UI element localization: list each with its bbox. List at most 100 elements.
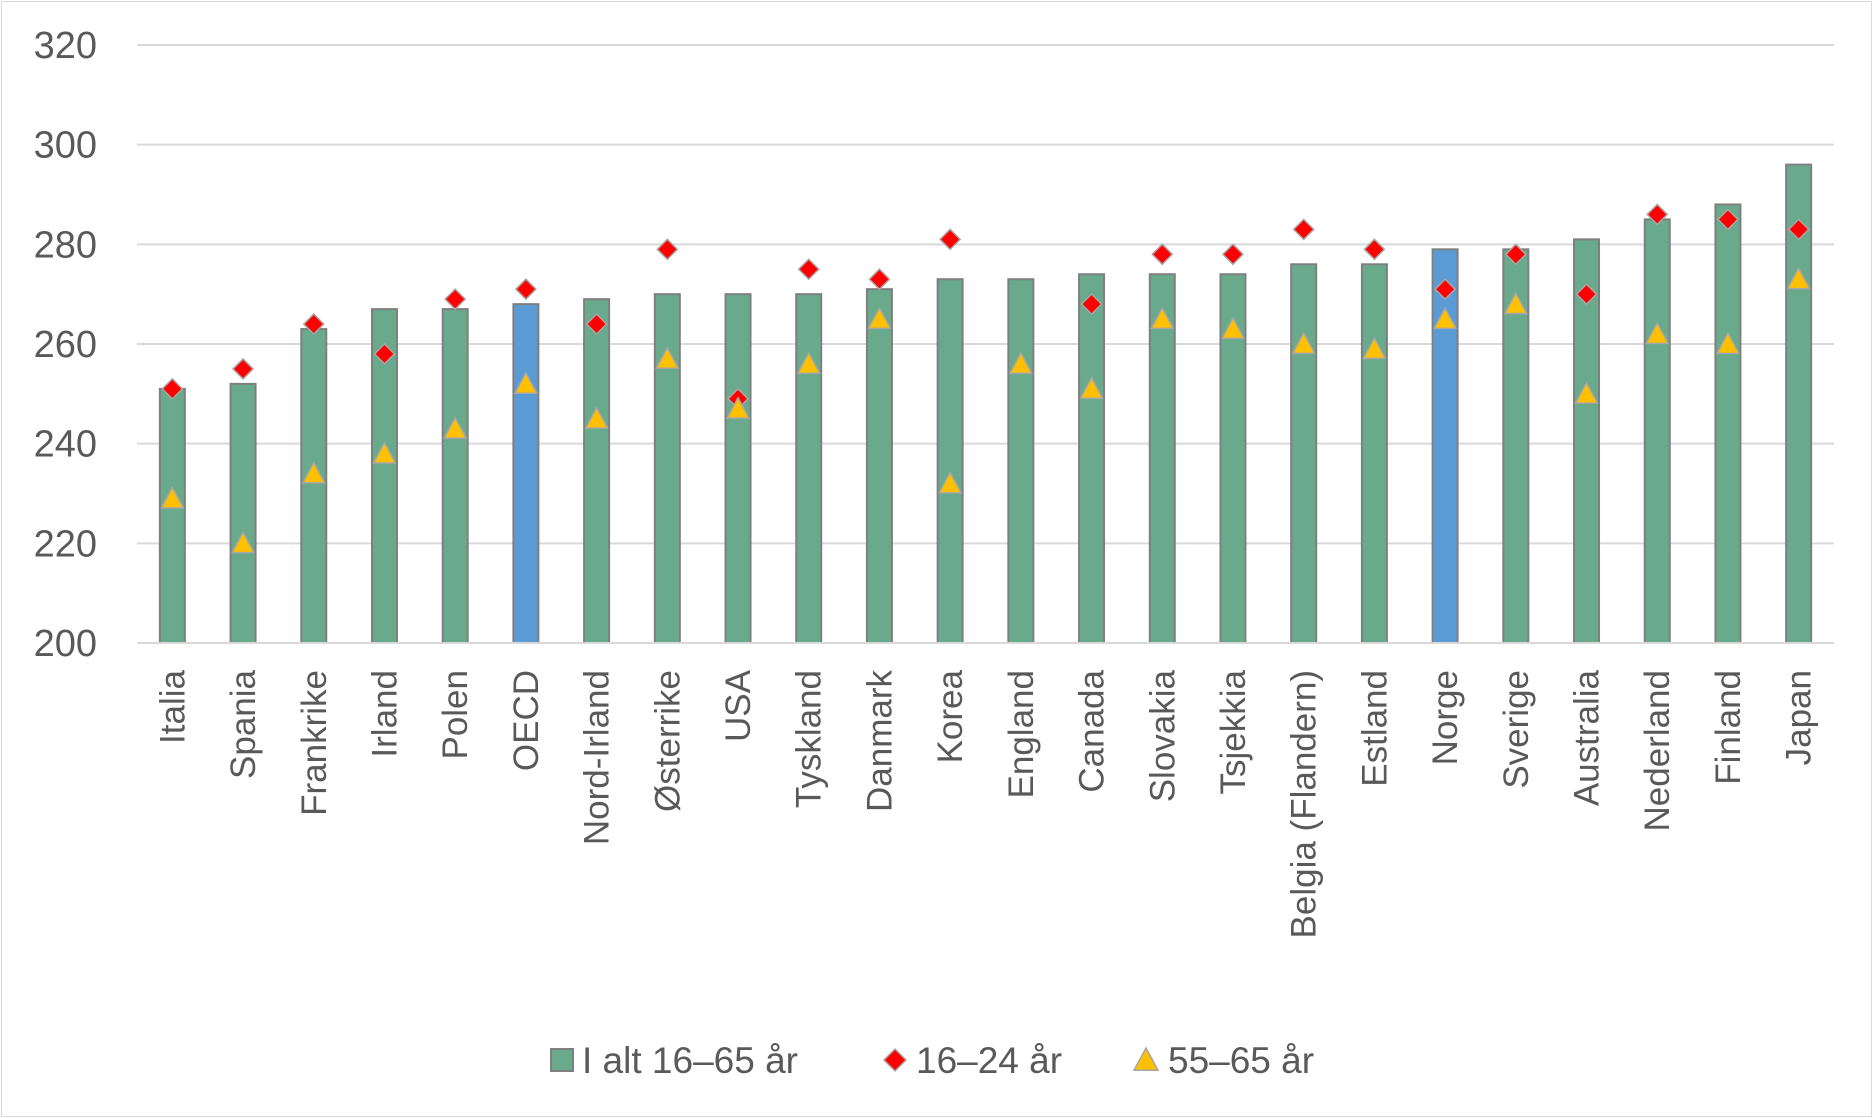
category-label: Nederland [1638, 670, 1677, 832]
y-tick-label: 220 [34, 523, 97, 565]
bar [1643, 218, 1671, 645]
marker-triangle [655, 346, 680, 370]
category-label: Polen [436, 670, 475, 760]
marker-diamond [1221, 243, 1245, 266]
marker-diamond [232, 357, 255, 380]
bar [1573, 238, 1601, 644]
category-label: Australia [1568, 669, 1607, 806]
marker-diamond [302, 313, 325, 336]
bar [1290, 263, 1318, 644]
legend-swatch-diamond [882, 1047, 908, 1073]
marker-diamond [514, 278, 537, 301]
marker-diamond [161, 377, 184, 400]
marker-diamond [373, 342, 396, 366]
bar [865, 288, 893, 644]
category-label: Østerrike [648, 670, 687, 812]
marker-triangle [513, 371, 539, 394]
category-label: Korea [931, 669, 970, 763]
category-label: Sverige [1497, 670, 1536, 789]
legend-item-young: 16–24 år [882, 1040, 1062, 1081]
legend: I alt 16–65 år 16–24 år 55–65 år [550, 1040, 1314, 1081]
bar [158, 387, 186, 644]
markers [160, 203, 1811, 554]
legend-swatch-triangle [1132, 1046, 1160, 1071]
marker-triangle [1362, 336, 1387, 360]
gridlines [137, 44, 1834, 545]
y-axis-ticks: 200 220 240 260 280 300 320 [34, 25, 97, 665]
bar [1714, 203, 1742, 644]
bars [158, 163, 1813, 645]
bar [1360, 263, 1388, 644]
category-label: Tyskland [790, 670, 829, 808]
marker-diamond [1080, 293, 1103, 316]
legend-swatch-bar [550, 1048, 574, 1072]
marker-triangle [867, 306, 892, 330]
bar [1785, 163, 1813, 644]
y-tick-label: 280 [34, 224, 97, 266]
bar [795, 293, 823, 644]
marker-triangle [1150, 306, 1175, 330]
category-labels: Italia Spania Frankrike Irland Polen OECD Nord… [153, 669, 1818, 938]
marker-triangle [1503, 291, 1529, 315]
marker-triangle [725, 396, 751, 419]
y-tick-label: 320 [34, 25, 97, 67]
bar [441, 308, 469, 644]
category-label: Finland [1709, 670, 1748, 785]
legend-label-old: 55–65 år [1168, 1040, 1314, 1081]
marker-triangle [937, 470, 963, 494]
marker-triangle [1715, 331, 1741, 355]
category-label: Spania [224, 669, 263, 779]
marker-triangle [1786, 266, 1811, 290]
bar [936, 278, 964, 644]
category-label: Nord-Irland [578, 670, 617, 845]
category-label: Irland [365, 670, 404, 758]
bar [1007, 278, 1035, 644]
category-label: Frankrike [295, 670, 334, 816]
legend-label-young: 16–24 år [916, 1040, 1062, 1081]
bar [724, 293, 752, 644]
category-label: OECD [507, 670, 546, 771]
bar [1148, 273, 1176, 644]
marker-triangle [1291, 331, 1316, 355]
marker-diamond [444, 288, 467, 311]
category-label: Norge [1426, 670, 1465, 765]
y-tick-label: 240 [34, 424, 97, 466]
marker-triangle [1079, 376, 1104, 399]
marker-diamond [1787, 218, 1810, 241]
legend-item-old: 55–65 år [1132, 1040, 1314, 1081]
marker-diamond [797, 258, 820, 281]
marker-diamond [1292, 218, 1315, 241]
marker-diamond [656, 238, 679, 261]
marker-diamond [1504, 243, 1527, 266]
marker-triangle [301, 460, 327, 484]
marker-diamond [1716, 208, 1739, 231]
category-label: Japan [1780, 670, 1819, 765]
category-label: Estland [1355, 670, 1394, 787]
marker-diamond [1434, 278, 1457, 301]
bar [300, 328, 328, 644]
category-label: Tsjekkia [1214, 669, 1253, 794]
marker-triangle [1574, 381, 1599, 404]
marker-diamond [868, 268, 891, 291]
category-label: Slovakia [1143, 669, 1182, 802]
marker-triangle [584, 406, 609, 429]
bar [1078, 273, 1106, 644]
marker-triangle [1008, 351, 1034, 375]
bar [1502, 248, 1530, 644]
marker-diamond [1363, 238, 1386, 261]
marker-triangle [1644, 321, 1670, 345]
marker-triangle [1220, 316, 1246, 340]
bar [583, 298, 611, 644]
marker-triangle [1432, 306, 1458, 330]
legend-label-total: I alt 16–65 år [582, 1040, 798, 1081]
marker-diamond [939, 228, 962, 251]
marker-triangle [442, 416, 468, 439]
category-label: Belgia (Flandern) [1285, 670, 1324, 938]
marker-triangle [230, 530, 256, 554]
y-tick-label: 200 [34, 623, 97, 665]
y-tick-label: 300 [34, 125, 97, 167]
category-label: Canada [1073, 669, 1112, 792]
bar [512, 303, 540, 644]
